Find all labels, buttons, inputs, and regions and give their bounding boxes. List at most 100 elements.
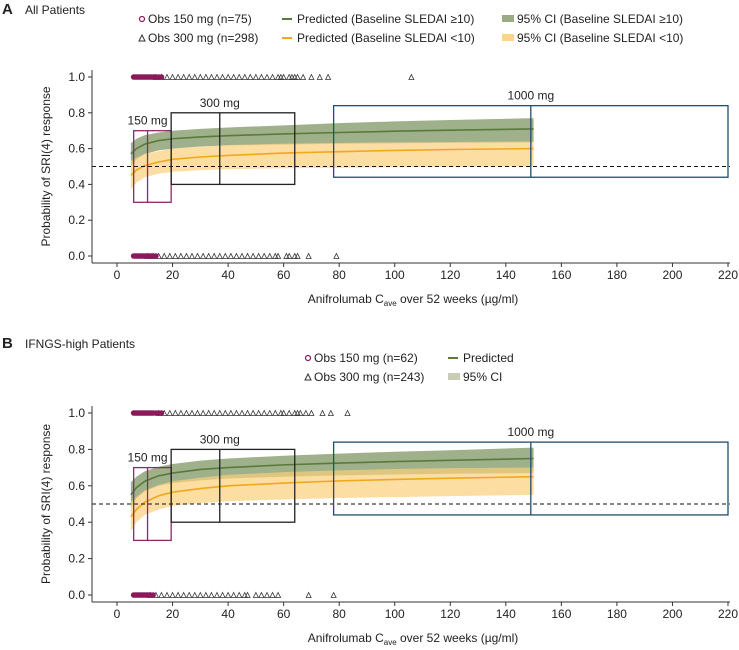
obs-300-nonresponder <box>183 252 190 259</box>
obs-300-responder <box>230 73 237 80</box>
obs-150-nonresponder <box>150 592 156 598</box>
dose-box: 300 mg <box>170 432 296 523</box>
legend-item: Predicted <box>448 351 514 365</box>
legend-label: Obs 150 mg (n=75) <box>148 12 252 26</box>
obs-150-nonresponder <box>153 253 159 259</box>
obs-300-responder <box>186 73 193 80</box>
obs-300-responder <box>302 409 310 416</box>
y-axis-label: Probability of SRI(4) response <box>39 86 53 246</box>
obs-300-nonresponder <box>208 591 215 598</box>
obs-300-nonresponder <box>286 252 293 259</box>
obs-300-nonresponder <box>199 252 207 259</box>
legend-label: 95% CI <box>463 370 502 384</box>
x-tick-label: 120 <box>440 607 460 621</box>
obs-300-responder <box>233 409 240 416</box>
obs-300-nonresponder <box>294 252 301 259</box>
legend-label: Obs 150 mg (n=62) <box>314 351 418 365</box>
obs-300-responder <box>344 409 351 416</box>
obs-300-nonresponder <box>274 591 282 598</box>
obs-300-responder <box>272 409 279 416</box>
x-label-main: Anifrolumab C <box>308 631 384 645</box>
obs-300-nonresponder <box>222 252 229 259</box>
obs-300-responder <box>247 73 254 80</box>
obs-300-nonresponder <box>205 252 212 259</box>
legend-item: Obs 300 mg (n=243) <box>304 370 424 384</box>
panel-title: IFNGS-high Patients <box>25 337 135 351</box>
x-tick-label: 200 <box>662 268 682 282</box>
obs-300-responder <box>308 73 315 80</box>
legend-circle-marker <box>304 354 312 362</box>
obs-300-responder <box>266 409 273 416</box>
obs-300-responder <box>205 409 212 416</box>
y-tick-label: 0.2 <box>68 552 85 566</box>
legend-label: Predicted <box>463 351 514 365</box>
obs-300-responder <box>227 409 235 416</box>
obs-300-responder <box>197 73 204 80</box>
obs-300-responder <box>211 409 218 416</box>
obs-300-nonresponder <box>186 591 193 598</box>
legend-triangle-marker <box>138 33 146 42</box>
obs-300-responder <box>255 409 262 416</box>
legend-label: Obs 300 mg (n=243) <box>314 370 424 384</box>
obs-300-nonresponder <box>305 252 312 259</box>
legend-label: 95% CI (Baseline SLEDAI <10) <box>517 31 683 45</box>
obs-300-nonresponder <box>238 252 246 259</box>
obs-300-responder <box>294 73 301 80</box>
legend-triangle-marker <box>304 372 312 381</box>
obs-300-nonresponder <box>244 252 251 259</box>
dose-box-label: 300 mg <box>200 432 240 446</box>
obs-300-responder <box>219 73 226 80</box>
legend-item: 95% CI (Baseline SLEDAI <10) <box>502 31 683 45</box>
obs-300-nonresponder <box>233 252 240 259</box>
x-tick-label: 160 <box>551 268 571 282</box>
obs-300-nonresponder <box>236 591 243 598</box>
x-tick-label: 220 <box>718 268 738 282</box>
x-tick-label: 20 <box>166 268 180 282</box>
obs-300-nonresponder <box>177 252 185 259</box>
legend-item: 95% CI (Baseline SLEDAI ≥10) <box>502 12 683 26</box>
obs-300-responder <box>244 409 251 416</box>
obs-300-responder <box>249 409 257 416</box>
x-tick-label: 220 <box>718 607 738 621</box>
obs-300-nonresponder <box>202 591 210 598</box>
obs-300-responder <box>224 73 232 80</box>
obs-300-nonresponder <box>230 591 237 598</box>
obs-300-responder <box>408 73 415 80</box>
obs-300-nonresponder <box>188 252 196 259</box>
obs-300-responder <box>308 409 315 416</box>
x-label-tail: over 52 weeks (µg/ml) <box>397 292 519 306</box>
obs-300-responder <box>324 73 332 80</box>
obs-300-nonresponder <box>266 252 273 259</box>
dose-box: 1000 mg <box>332 89 729 178</box>
dose-box-label: 150 mg <box>128 114 168 128</box>
legend-item: Predicted (Baseline SLEDAI <10) <box>282 31 475 45</box>
obs-300-nonresponder <box>333 252 340 259</box>
legend-label: Predicted (Baseline SLEDAI ≥10) <box>297 12 474 26</box>
obs-300-responder <box>236 73 243 80</box>
x-tick-label: 180 <box>607 607 627 621</box>
obs-300-responder <box>180 73 187 80</box>
obs-300-responder <box>172 409 179 416</box>
legend-band-swatch <box>502 15 514 22</box>
obs-300-nonresponder <box>224 591 232 598</box>
obs-300-responder <box>213 73 221 80</box>
y-tick-label: 0.4 <box>68 177 85 191</box>
obs-300-responder <box>327 409 334 416</box>
obs-300-nonresponder <box>161 252 168 259</box>
x-label-tail: over 52 weeks (µg/ml) <box>397 631 519 645</box>
panel-letter: B <box>2 335 13 352</box>
x-tick-label: 60 <box>277 607 291 621</box>
panel-b: B IFNGS-high Patients Obs 150 mg (n=62) Pre… <box>2 335 738 647</box>
x-tick-label: 140 <box>496 268 516 282</box>
obs-300-nonresponder <box>227 252 235 259</box>
obs-300-nonresponder <box>191 591 198 598</box>
legend-item: 95% CI <box>448 370 502 384</box>
x-tick-label: 180 <box>607 268 627 282</box>
predicted-line-0 <box>130 457 534 496</box>
obs-300-responder <box>202 73 210 80</box>
legend-band-swatch <box>448 373 460 380</box>
obs-300-nonresponder <box>158 591 165 598</box>
dose-box: 150 mg <box>128 451 172 542</box>
x-tick-label: 80 <box>333 268 347 282</box>
